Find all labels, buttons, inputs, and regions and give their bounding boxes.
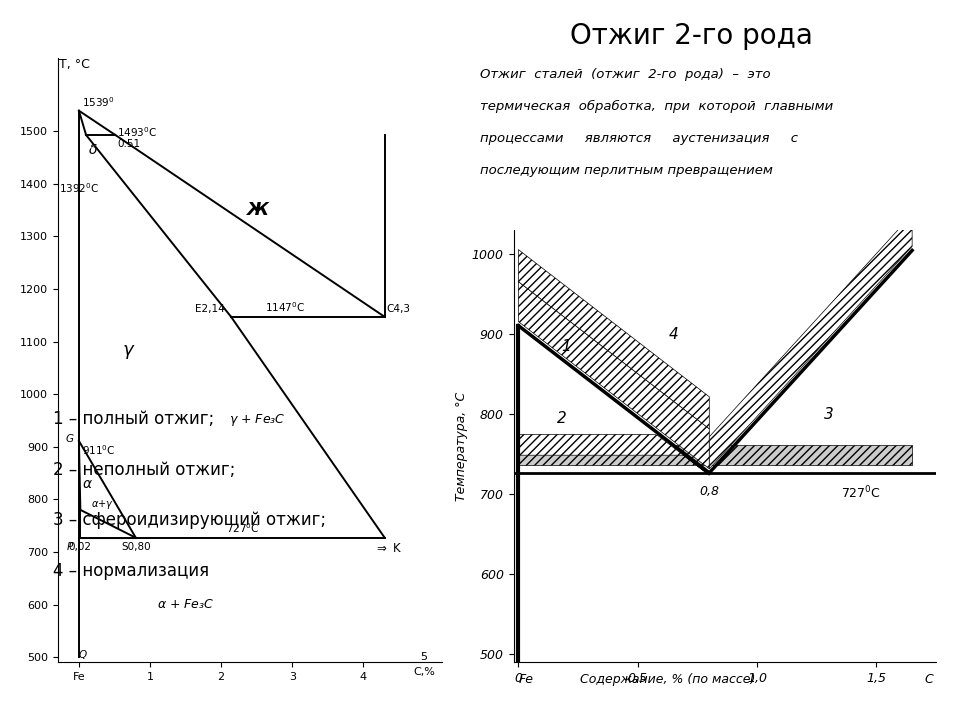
Text: $\gamma$: $\gamma$ <box>122 343 135 361</box>
Text: $\alpha$ + Fe₃C: $\alpha$ + Fe₃C <box>157 598 214 611</box>
Text: 4 – нормализация: 4 – нормализация <box>53 562 209 580</box>
Text: T, °C: T, °C <box>59 58 90 71</box>
Text: 1147$^0$C: 1147$^0$C <box>265 300 305 314</box>
Text: Q: Q <box>79 649 87 660</box>
Text: термическая  обработка,  при  которой  главными: термическая обработка, при которой главн… <box>480 100 833 113</box>
Text: Отжиг  сталей  (отжиг  2-го  рода)  –  это: Отжиг сталей (отжиг 2-го рода) – это <box>480 68 771 81</box>
Polygon shape <box>518 250 709 429</box>
Text: P: P <box>67 542 73 552</box>
Text: S0,80: S0,80 <box>121 542 151 552</box>
Text: $\alpha$+$\gamma$: $\alpha$+$\gamma$ <box>91 498 114 511</box>
Text: Отжиг 2-го рода: Отжиг 2-го рода <box>570 22 812 50</box>
Text: 1392$^0$C: 1392$^0$C <box>59 181 99 195</box>
Polygon shape <box>518 445 912 465</box>
Text: Fe: Fe <box>518 673 534 686</box>
Text: C4,3: C4,3 <box>386 305 410 314</box>
Text: Содержание, % (по массе): Содержание, % (по массе) <box>580 673 755 686</box>
Text: последующим перлитным превращением: последующим перлитным превращением <box>480 164 773 177</box>
Text: $\delta$: $\delta$ <box>88 143 98 157</box>
Polygon shape <box>709 215 912 469</box>
Text: 1 – полный отжиг;: 1 – полный отжиг; <box>53 410 214 428</box>
Text: 911$^0$C: 911$^0$C <box>82 443 115 457</box>
Text: $\alpha$: $\alpha$ <box>83 477 93 490</box>
Text: $\Rightarrow$ K: $\Rightarrow$ K <box>374 542 402 555</box>
Text: 0,8: 0,8 <box>699 485 719 498</box>
Text: $\gamma$ + Fe₃C: $\gamma$ + Fe₃C <box>228 413 285 428</box>
Text: 3: 3 <box>824 407 833 422</box>
Text: E2,14: E2,14 <box>195 305 225 314</box>
Text: процессами     являются     аустенизация     с: процессами являются аустенизация с <box>480 132 798 145</box>
Text: 727$^0$C: 727$^0$C <box>841 485 880 501</box>
Polygon shape <box>518 434 709 475</box>
Text: 1493$^0$C: 1493$^0$C <box>117 125 157 139</box>
Text: 2 – неполный отжиг;: 2 – неполный отжиг; <box>53 461 235 479</box>
Polygon shape <box>518 282 709 469</box>
Text: 1539$^0$: 1539$^0$ <box>83 95 115 109</box>
Text: 2: 2 <box>557 411 566 426</box>
Text: 1: 1 <box>562 339 571 354</box>
Text: C,%: C,% <box>413 667 435 677</box>
Text: 5: 5 <box>420 652 427 662</box>
Text: 727$^0$C: 727$^0$C <box>226 521 259 535</box>
Text: 0,02: 0,02 <box>69 542 92 552</box>
Text: Ж: Ж <box>246 201 268 219</box>
Text: 3 – сфероидизирующий отжиг;: 3 – сфероидизирующий отжиг; <box>53 511 326 529</box>
Text: 4: 4 <box>668 327 679 342</box>
Text: C: C <box>924 673 933 686</box>
Text: G: G <box>65 434 73 444</box>
Text: 0.51: 0.51 <box>117 139 140 149</box>
Y-axis label: Температура, °С: Температура, °С <box>455 392 468 501</box>
